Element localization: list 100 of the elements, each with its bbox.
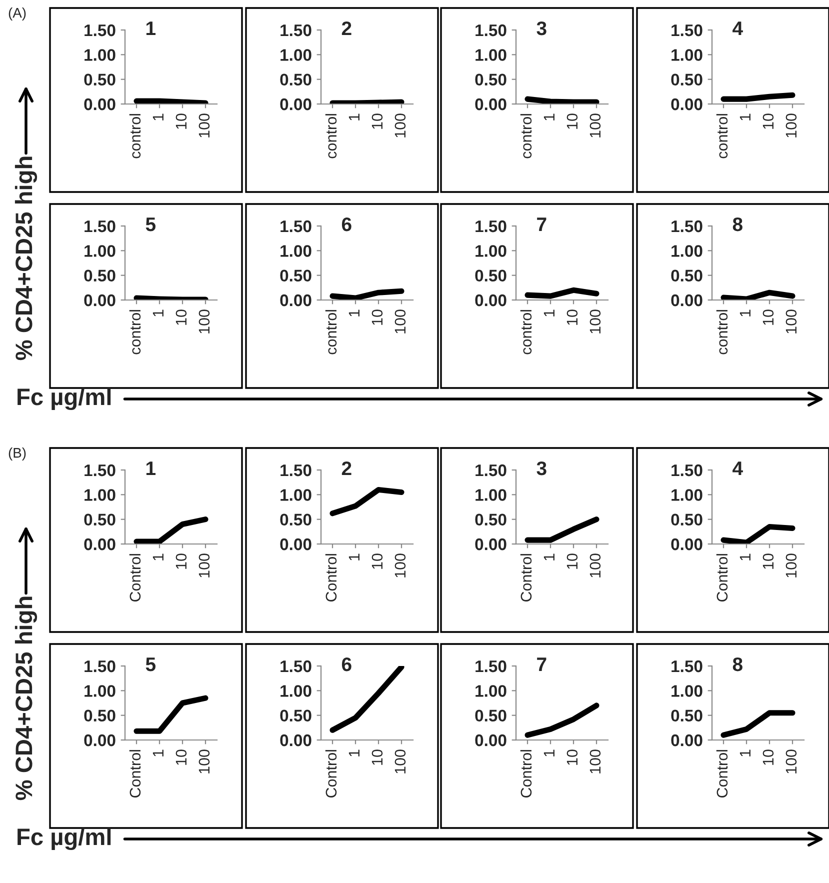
y-tick-label: 0.00 <box>671 734 702 746</box>
y-tick-label: 0.00 <box>280 538 312 550</box>
y-tick-label: 1.00 <box>84 49 116 61</box>
y-tick-label: 0.00 <box>84 98 116 110</box>
y-tick-label: 1.50 <box>476 220 506 232</box>
y-tick-label: 0.50 <box>280 270 312 282</box>
y-tick-label: 0.50 <box>475 710 506 722</box>
x-tick-label: 1 <box>152 554 164 560</box>
x-tick-label: 100 <box>394 554 406 578</box>
x-tick-label: 10 <box>372 310 383 325</box>
x-tick-label: 10 <box>762 554 774 569</box>
y-tick-label: 0.00 <box>475 98 506 110</box>
x-tick-label: control <box>520 310 532 354</box>
y-tick-label: 0.50 <box>671 74 702 86</box>
y-tick-label: 1.50 <box>672 660 702 672</box>
chart-title: 4 <box>732 462 743 476</box>
x-tick-label: control <box>129 310 141 354</box>
x-tick-label: 100 <box>198 310 210 334</box>
y-tick-label: 0.50 <box>475 270 506 282</box>
y-tick-label: 1.00 <box>280 49 312 61</box>
y-tick-label: 1.50 <box>672 24 702 36</box>
chart-title: 5 <box>146 218 156 232</box>
chart-title: 2 <box>342 461 352 476</box>
x-tick-label: 1 <box>740 114 750 120</box>
y-tick-label: 1.50 <box>280 24 312 36</box>
y-tick-label: 1.50 <box>672 464 702 476</box>
x-tick-label: 1 <box>740 750 750 756</box>
y-tick-label: 1.50 <box>84 464 116 476</box>
y-tick-label: 1.50 <box>476 660 506 672</box>
x-tick-label: 1 <box>740 554 750 560</box>
y-tick-label: 1.00 <box>280 245 312 257</box>
x-tick-label: Control <box>716 750 728 798</box>
y-tick-label: 0.50 <box>475 74 506 86</box>
y-tick-label: 1.00 <box>84 489 116 501</box>
x-tick-label: 10 <box>566 114 578 129</box>
x-tick-label: 1 <box>348 310 360 316</box>
x-tick-label: 100 <box>786 554 797 578</box>
y-tick-label: 1.50 <box>672 220 702 232</box>
y-tick-label: 1.50 <box>280 660 312 672</box>
y-tick-label: 1.50 <box>84 660 116 672</box>
y-tick-label: 0.50 <box>84 514 116 526</box>
y-tick-label: 0.00 <box>280 98 312 110</box>
chart-title: 3 <box>536 461 546 476</box>
chart-title: 4 <box>732 22 743 36</box>
chart-title: 5 <box>146 658 156 672</box>
y-tick-label: 1.50 <box>476 464 506 476</box>
y-tick-label: 1.50 <box>280 464 312 476</box>
y-axis-title: % CD4+CD25 high <box>14 596 38 800</box>
chart-title: 8 <box>732 657 742 672</box>
x-tick-label: 1 <box>544 750 554 756</box>
y-axis-title: % CD4+CD25 high <box>14 156 38 360</box>
chart-title: 3 <box>536 21 546 36</box>
y-tick-label: 0.50 <box>84 270 116 282</box>
x-tick-label: 100 <box>786 114 797 138</box>
y-tick-label: 1.00 <box>280 685 312 697</box>
y-tick-label: 1.50 <box>476 24 506 36</box>
x-tick-label: 10 <box>176 750 187 765</box>
x-tick-label: Control <box>325 554 337 602</box>
x-tick-label: 100 <box>590 750 601 774</box>
y-tick-label: 0.50 <box>84 74 116 86</box>
x-tick-label: control <box>129 114 141 158</box>
y-tick-label: 1.00 <box>280 489 312 501</box>
x-tick-label: 1 <box>740 310 750 316</box>
x-axis-title: Fc µg/ml <box>18 388 111 410</box>
x-tick-label: Control <box>129 554 141 602</box>
x-tick-label: 1 <box>544 114 554 120</box>
y-tick-label: 0.00 <box>84 538 116 550</box>
x-tick-label: 1 <box>544 554 554 560</box>
x-tick-label: control <box>325 310 337 354</box>
x-tick-label: 1 <box>544 310 554 316</box>
x-tick-label: 1 <box>152 750 164 756</box>
y-tick-label: 0.00 <box>280 734 312 746</box>
chart-title: 7 <box>537 658 546 672</box>
y-tick-label: 0.00 <box>84 734 116 746</box>
y-tick-label: 0.00 <box>84 294 116 306</box>
y-tick-label: 0.00 <box>671 294 702 306</box>
x-tick-label: 10 <box>176 114 187 129</box>
x-tick-label: 100 <box>590 310 601 334</box>
x-tick-label: Control <box>716 554 728 602</box>
chart-title: 7 <box>537 218 546 232</box>
x-tick-label: Control <box>325 750 337 798</box>
x-tick-label: 10 <box>372 114 383 129</box>
y-tick-label: 1.50 <box>280 220 312 232</box>
x-tick-label: Control <box>129 750 141 798</box>
x-tick-label: 100 <box>590 114 601 138</box>
x-tick-label: control <box>716 114 728 158</box>
x-tick-label: control <box>716 310 728 354</box>
x-tick-label: 1 <box>348 750 360 756</box>
chart-title: 6 <box>342 217 352 232</box>
y-tick-label: 0.50 <box>475 514 506 526</box>
x-tick-label: 100 <box>394 750 406 774</box>
y-tick-label: 1.00 <box>84 245 116 257</box>
x-tick-label: 100 <box>590 554 601 578</box>
x-tick-label: 10 <box>762 114 774 129</box>
chart-title: 2 <box>342 21 352 36</box>
x-tick-label: 100 <box>394 310 406 334</box>
x-tick-label: 100 <box>198 114 210 138</box>
chart-title: 1 <box>146 22 156 36</box>
x-tick-label: 10 <box>176 310 187 325</box>
x-tick-label: 10 <box>762 310 774 325</box>
